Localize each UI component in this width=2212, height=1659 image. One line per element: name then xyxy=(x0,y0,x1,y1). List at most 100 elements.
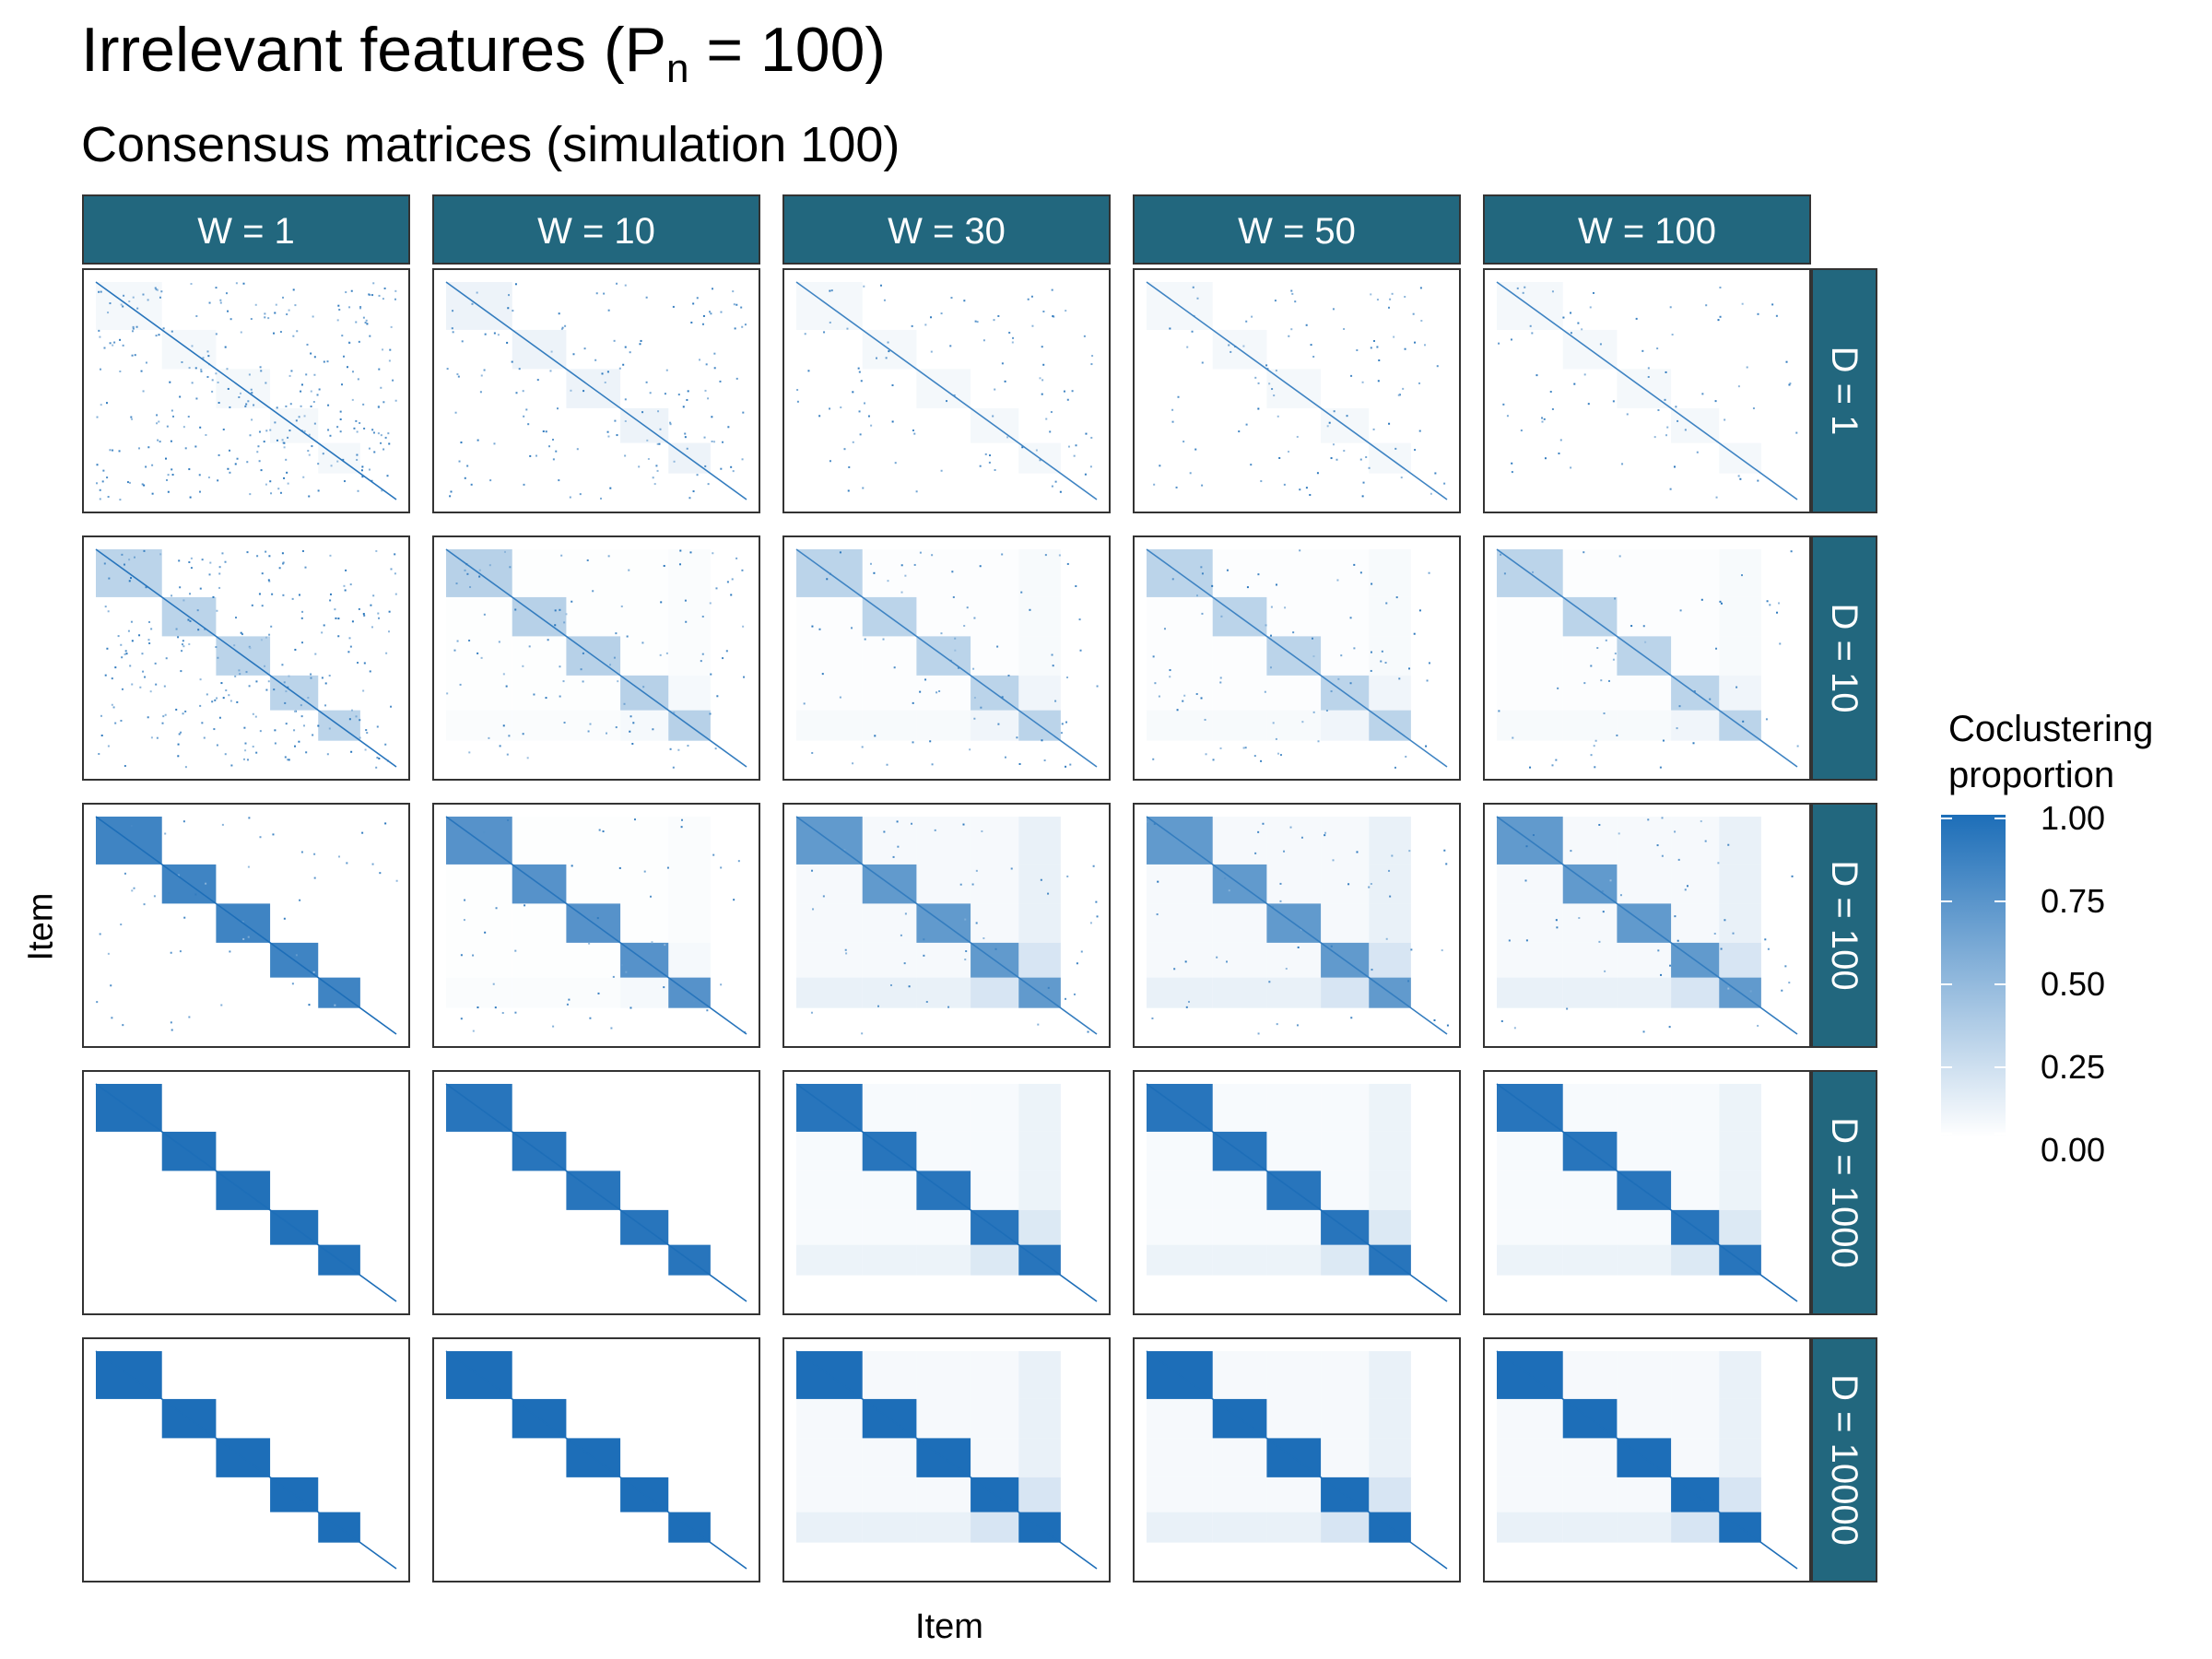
matrix-cell-block xyxy=(446,864,512,904)
matrix-cell-block xyxy=(1018,864,1061,904)
matrix-speckle xyxy=(1589,306,1592,309)
matrix-speckle xyxy=(514,1011,517,1014)
matrix-speckle xyxy=(1063,390,1065,393)
matrix-speckle xyxy=(1413,632,1416,635)
matrix-diagonal xyxy=(1146,281,1448,500)
matrix-speckle xyxy=(658,442,661,445)
matrix-cell-block xyxy=(862,675,917,711)
chart-title-tail: = 100) xyxy=(688,15,887,85)
matrix-speckle xyxy=(1350,374,1353,377)
matrix-speckle xyxy=(476,291,478,294)
matrix-speckle xyxy=(1771,303,1774,306)
matrix-cell-block xyxy=(512,636,567,676)
matrix-speckle xyxy=(1230,350,1232,353)
matrix-speckle xyxy=(460,1018,463,1020)
matrix-speckle xyxy=(678,563,681,566)
matrix-speckle xyxy=(1260,480,1263,483)
matrix-speckle xyxy=(705,363,708,366)
matrix-speckle xyxy=(1008,331,1011,334)
matrix-speckle xyxy=(1511,462,1513,465)
consensus-matrix-panel xyxy=(1483,1070,1811,1315)
matrix-speckle xyxy=(282,561,285,564)
consensus-matrix-panel xyxy=(1133,803,1461,1048)
panel-border xyxy=(1133,535,1461,781)
matrix-diagonal xyxy=(795,281,1098,500)
matrix-speckle xyxy=(1182,700,1184,702)
matrix-speckle xyxy=(119,338,122,341)
matrix-cell-block xyxy=(1617,817,1672,865)
matrix-cell-block xyxy=(668,942,711,978)
matrix-speckle xyxy=(168,892,171,895)
matrix-cell-block xyxy=(1562,1171,1618,1210)
matrix-speckle xyxy=(369,670,371,673)
facet-row-strip: D = 1 xyxy=(1811,268,1877,513)
matrix-cell-block xyxy=(1562,1512,1618,1543)
matrix-speckle xyxy=(1713,933,1716,935)
matrix-speckle xyxy=(580,668,582,671)
panel-border xyxy=(432,1337,760,1583)
matrix-speckle xyxy=(295,419,298,422)
matrix-cell-block xyxy=(1147,1244,1213,1276)
matrix-speckle xyxy=(336,460,339,463)
matrix-speckle xyxy=(206,693,208,696)
matrix-speckle xyxy=(229,318,232,321)
matrix-speckle xyxy=(664,944,666,947)
matrix-speckle xyxy=(672,305,675,308)
matrix-speckle xyxy=(524,904,526,907)
matrix-speckle xyxy=(390,325,393,328)
panel-border xyxy=(782,1070,1111,1315)
matrix-speckle xyxy=(224,753,227,756)
matrix-speckle xyxy=(194,893,197,896)
matrix-speckle xyxy=(143,903,146,906)
matrix-speckle xyxy=(238,669,241,672)
matrix-diagonal xyxy=(445,816,747,1035)
matrix-speckle xyxy=(1001,553,1004,556)
matrix-speckle xyxy=(975,869,978,872)
matrix-speckle xyxy=(1041,393,1043,395)
matrix-speckle xyxy=(288,374,291,377)
matrix-speckle xyxy=(258,460,261,463)
matrix-speckle xyxy=(175,708,178,711)
matrix-speckle xyxy=(1224,877,1227,880)
matrix-cell-block xyxy=(566,596,621,637)
matrix-cell-block xyxy=(971,710,1019,741)
matrix-speckle xyxy=(387,432,390,435)
matrix-speckle xyxy=(1041,379,1044,382)
matrix-speckle xyxy=(224,560,227,563)
matrix-speckle xyxy=(602,830,605,833)
matrix-cell-block xyxy=(1321,864,1370,904)
matrix-cell-block xyxy=(1497,596,1563,637)
matrix-speckle xyxy=(329,593,332,595)
matrix-cell-block xyxy=(1266,1477,1322,1512)
matrix-diagonal xyxy=(1496,281,1798,500)
matrix-speckle xyxy=(612,975,615,978)
matrix-speckle xyxy=(1075,444,1077,447)
matrix-speckle xyxy=(158,334,160,336)
matrix-speckle xyxy=(1052,665,1054,667)
matrix-speckle xyxy=(254,715,257,718)
matrix-speckle xyxy=(282,594,285,596)
matrix-speckle xyxy=(696,474,699,477)
matrix-speckle xyxy=(356,458,359,461)
matrix-speckle xyxy=(719,380,722,382)
matrix-speckle xyxy=(1775,314,1778,317)
matrix-speckle xyxy=(164,713,167,716)
matrix-speckle xyxy=(1006,436,1009,439)
matrix-speckle xyxy=(1677,939,1679,942)
matrix-speckle xyxy=(359,307,362,310)
matrix-speckle xyxy=(274,729,276,732)
matrix-speckle xyxy=(930,350,933,353)
matrix-cell-block xyxy=(446,710,512,741)
matrix-speckle xyxy=(624,419,627,422)
matrix-speckle xyxy=(506,341,509,344)
matrix-speckle xyxy=(247,400,250,403)
matrix-cell-block xyxy=(796,1512,863,1543)
matrix-speckle xyxy=(188,560,191,563)
matrix-speckle xyxy=(1171,420,1174,423)
matrix-speckle xyxy=(669,747,672,750)
matrix-speckle xyxy=(361,476,364,478)
matrix-speckle xyxy=(304,566,307,569)
matrix-speckle xyxy=(150,736,153,739)
matrix-speckle xyxy=(283,917,286,920)
matrix-speckle xyxy=(287,759,289,761)
